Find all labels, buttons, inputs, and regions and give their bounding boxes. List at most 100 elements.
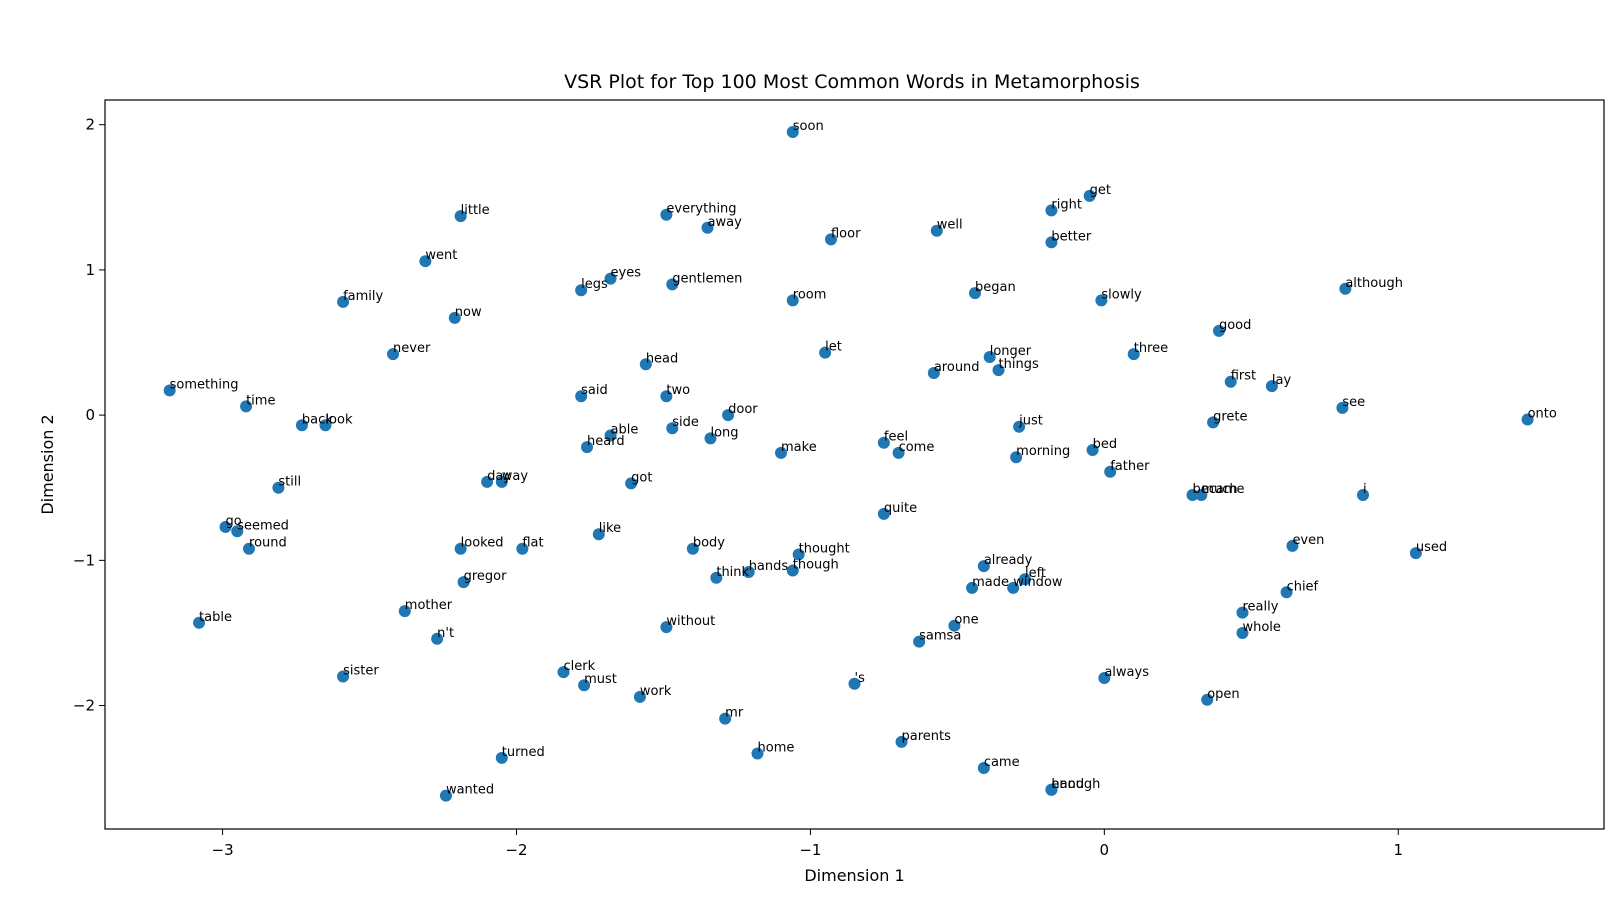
scatter-point xyxy=(240,400,253,413)
scatter-point xyxy=(454,210,467,223)
scatter-point xyxy=(439,789,452,802)
scatter-point xyxy=(1045,236,1058,249)
point-label: back xyxy=(302,412,333,427)
point-label: sister xyxy=(343,664,379,679)
scatter-point xyxy=(193,616,206,629)
point-label: away xyxy=(708,215,743,230)
point-label: family xyxy=(343,289,383,304)
point-label: grete xyxy=(1213,409,1247,424)
scatter-point xyxy=(1521,413,1534,426)
scatter-point xyxy=(848,677,861,690)
scatter-point xyxy=(1013,420,1026,433)
scatter-point xyxy=(243,542,256,555)
point-label: soon xyxy=(793,119,824,134)
point-label: two xyxy=(666,383,690,398)
point-label: open xyxy=(1207,687,1239,702)
scatter-point xyxy=(927,367,940,380)
x-tick-label: −1 xyxy=(799,841,821,859)
scatter-point xyxy=(992,364,1005,377)
plot-frame xyxy=(104,99,1605,830)
scatter-point xyxy=(742,565,755,578)
point-label: chief xyxy=(1287,579,1319,594)
scatter-point xyxy=(1356,488,1369,501)
scatter-point xyxy=(625,477,638,490)
scatter-point xyxy=(969,287,982,300)
point-label: 's xyxy=(855,671,866,686)
scatter-point xyxy=(660,208,673,221)
scatter-point xyxy=(578,679,591,692)
point-label: body xyxy=(693,536,725,551)
scatter-point xyxy=(666,422,679,435)
y-tick-label: 0 xyxy=(85,406,95,424)
scatter-point xyxy=(701,221,714,234)
point-label: came xyxy=(984,755,1020,770)
point-label: used xyxy=(1416,540,1447,555)
scatter-point xyxy=(1286,539,1299,552)
point-label: n't xyxy=(437,626,454,641)
point-label: clerk xyxy=(564,659,596,674)
point-label: made xyxy=(972,575,1009,590)
y-axis-label: Dimension 2 xyxy=(38,414,57,514)
scatter-point xyxy=(454,542,467,555)
point-label: home xyxy=(758,740,795,755)
scatter-point xyxy=(930,224,943,237)
point-label: heard xyxy=(587,434,625,449)
point-label: legs xyxy=(581,277,608,292)
scatter-point xyxy=(1201,693,1214,706)
point-label: said xyxy=(581,383,608,398)
point-label: samsa xyxy=(919,629,961,644)
scatter-point xyxy=(639,358,652,371)
point-label: side xyxy=(672,415,699,430)
scatter-point xyxy=(575,390,588,403)
scatter-points xyxy=(163,125,1534,802)
scatter-point xyxy=(660,621,673,634)
point-label: like xyxy=(599,521,621,536)
scatter-point xyxy=(1010,451,1023,464)
point-label: window xyxy=(1013,575,1063,590)
point-label: well xyxy=(937,218,963,233)
point-label: long xyxy=(710,425,738,440)
point-label: good xyxy=(1219,318,1251,333)
scatter-point xyxy=(231,525,244,538)
point-label: hands xyxy=(749,559,789,574)
x-tick-label: −3 xyxy=(212,841,234,859)
point-label: get xyxy=(1090,183,1111,198)
scatter-point xyxy=(516,542,529,555)
scatter-point xyxy=(419,255,432,268)
scatter-point xyxy=(163,384,176,397)
point-label: never xyxy=(393,341,431,356)
point-label: got xyxy=(631,470,652,485)
scatter-point xyxy=(575,284,588,297)
scatter-point xyxy=(722,409,735,422)
scatter-point xyxy=(1098,671,1111,684)
point-label: day xyxy=(487,469,511,484)
scatter-point xyxy=(1195,488,1208,501)
scatter-point xyxy=(977,560,990,573)
point-label: floor xyxy=(831,226,861,241)
point-label: even xyxy=(1292,533,1324,548)
point-label: hand xyxy=(1051,777,1084,792)
scatter-point xyxy=(1007,581,1020,594)
scatter-point xyxy=(719,712,732,725)
scatter-point xyxy=(1083,189,1096,202)
point-label: gregor xyxy=(464,569,508,584)
scatter-point xyxy=(1409,547,1422,560)
scatter-point xyxy=(824,233,837,246)
point-label: round xyxy=(249,536,287,551)
scatter-point xyxy=(1280,586,1293,599)
axis-ticks: −3 −2 −1 0 1 −2 −1 0 1 2 xyxy=(73,116,1403,859)
point-label: things xyxy=(999,357,1039,372)
scatter-point xyxy=(966,581,979,594)
point-label: parents xyxy=(902,729,952,744)
x-axis-label: Dimension 1 xyxy=(804,866,904,885)
point-label: mother xyxy=(405,598,453,613)
scatter-point xyxy=(660,390,673,403)
point-label: thought xyxy=(799,542,850,557)
scatter-point xyxy=(786,125,799,138)
scatter-point xyxy=(1265,380,1278,393)
scatter-point xyxy=(895,735,908,748)
scatter-point xyxy=(710,571,723,584)
scatter-point xyxy=(775,446,788,459)
